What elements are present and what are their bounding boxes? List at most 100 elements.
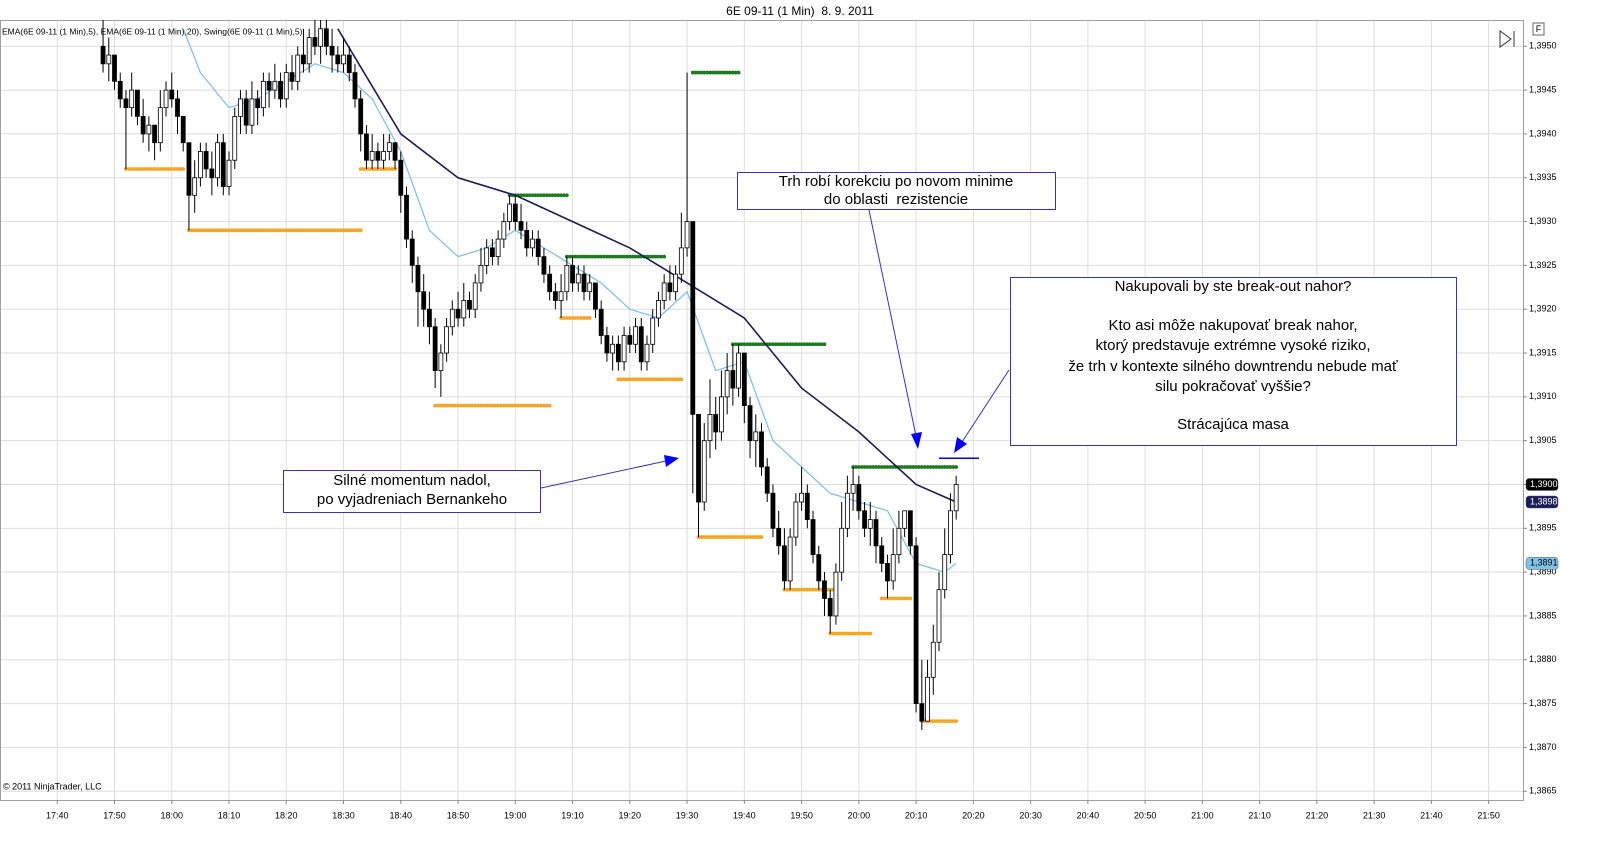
candle-body (593, 282, 598, 310)
swing-dot (768, 342, 772, 347)
swing-dot (158, 167, 163, 171)
swing-dot (467, 403, 472, 408)
candle-body (278, 80, 283, 100)
swing-dot (902, 596, 907, 601)
candle-body (902, 510, 908, 529)
swing-dot (602, 254, 606, 259)
swing-dot (702, 70, 707, 75)
swing-dot (730, 70, 735, 75)
candle-body (175, 98, 180, 117)
swing-dot (945, 719, 950, 724)
candle-body (329, 45, 335, 56)
candle-body (398, 159, 404, 196)
swing-dot (642, 377, 647, 382)
swing-dot (725, 70, 730, 75)
candle-body (804, 492, 810, 520)
play-icon[interactable] (1499, 30, 1512, 48)
swing-dot (487, 403, 492, 408)
swing-dot (908, 596, 913, 601)
swing-dot (521, 403, 526, 408)
annotation-text: ktorý predstavuje extrémne vysoké riziko… (1095, 337, 1370, 354)
candle-body (438, 352, 444, 371)
swing-dot (596, 254, 601, 259)
candle-body (238, 98, 243, 117)
candle-body (627, 335, 633, 345)
swing-dot (647, 254, 652, 259)
swing-dot (247, 228, 251, 233)
swing-dot (507, 403, 512, 408)
swing-dot (218, 228, 223, 233)
swing-dot (662, 254, 667, 259)
candle-body (100, 45, 106, 65)
candle-body (747, 405, 753, 442)
swing-dot (215, 228, 220, 233)
swing-dot (888, 465, 893, 469)
swing-dot (816, 342, 821, 347)
swing-dot (931, 719, 936, 724)
x-tick-label: 20:30 (1019, 810, 1042, 820)
candle-body (873, 519, 879, 547)
swing-dot (301, 228, 306, 233)
candle-body (856, 484, 862, 512)
candle-body (140, 116, 146, 135)
swing-dot (619, 377, 624, 382)
x-tick-label: 20:10 (905, 810, 928, 820)
swing-dot (579, 254, 584, 259)
swing-dot (842, 631, 847, 636)
swing-dot (751, 342, 755, 347)
toolbar-button[interactable] (1532, 22, 1545, 36)
swing-dot (264, 228, 269, 233)
swing-dot (527, 403, 532, 408)
candle-body (953, 484, 959, 512)
swing-dot (573, 316, 578, 320)
swing-dot (313, 228, 317, 233)
candle-body (461, 300, 467, 319)
swing-dot (292, 228, 297, 233)
swing-dot (647, 377, 652, 382)
swing-dot (129, 167, 134, 171)
swing-dot (745, 342, 750, 347)
candle-body (289, 72, 295, 82)
swing-dot (733, 70, 738, 75)
swing-dot (453, 403, 458, 408)
y-tick-label: 1,3875 (1529, 698, 1557, 708)
swing-dot (161, 167, 166, 171)
swing-dot (542, 403, 546, 408)
swing-dot (501, 403, 506, 408)
swing-dot (350, 228, 355, 233)
candle-body (827, 598, 833, 617)
swing-dot (141, 167, 146, 171)
candle-body (776, 527, 782, 547)
swing-dot (335, 228, 340, 233)
candle-body (604, 335, 610, 354)
candle-body (197, 151, 203, 179)
candle-body (152, 124, 157, 144)
y-tick-label: 1,3885 (1529, 610, 1557, 620)
swing-dot (645, 377, 649, 382)
swing-dot (934, 465, 939, 469)
swing-dot (126, 167, 131, 171)
candle-body (890, 554, 896, 582)
swing-dot (204, 228, 209, 233)
swing-dot (622, 377, 626, 382)
swing-dot (476, 403, 480, 408)
y-tick-label: 1,3915 (1529, 347, 1557, 357)
candle-body (157, 107, 163, 144)
candle-body (925, 676, 930, 722)
swing-dot (146, 167, 151, 171)
candle-body (489, 247, 495, 258)
swing-dot (610, 254, 615, 259)
swing-dot (676, 377, 681, 382)
candle-body (684, 221, 690, 249)
x-tick-label: 17:40 (46, 810, 69, 820)
swing-dot (189, 228, 194, 233)
toolbar[interactable]: F (1499, 22, 1545, 48)
annotation-text: že trh v kontexte silného downtrendu neb… (1068, 358, 1398, 375)
swing-dot (630, 377, 635, 382)
swing-dot (871, 465, 876, 469)
swing-dot (284, 228, 289, 233)
candle-body (146, 124, 152, 135)
swing-dot (201, 228, 206, 233)
swing-dot (942, 465, 947, 469)
